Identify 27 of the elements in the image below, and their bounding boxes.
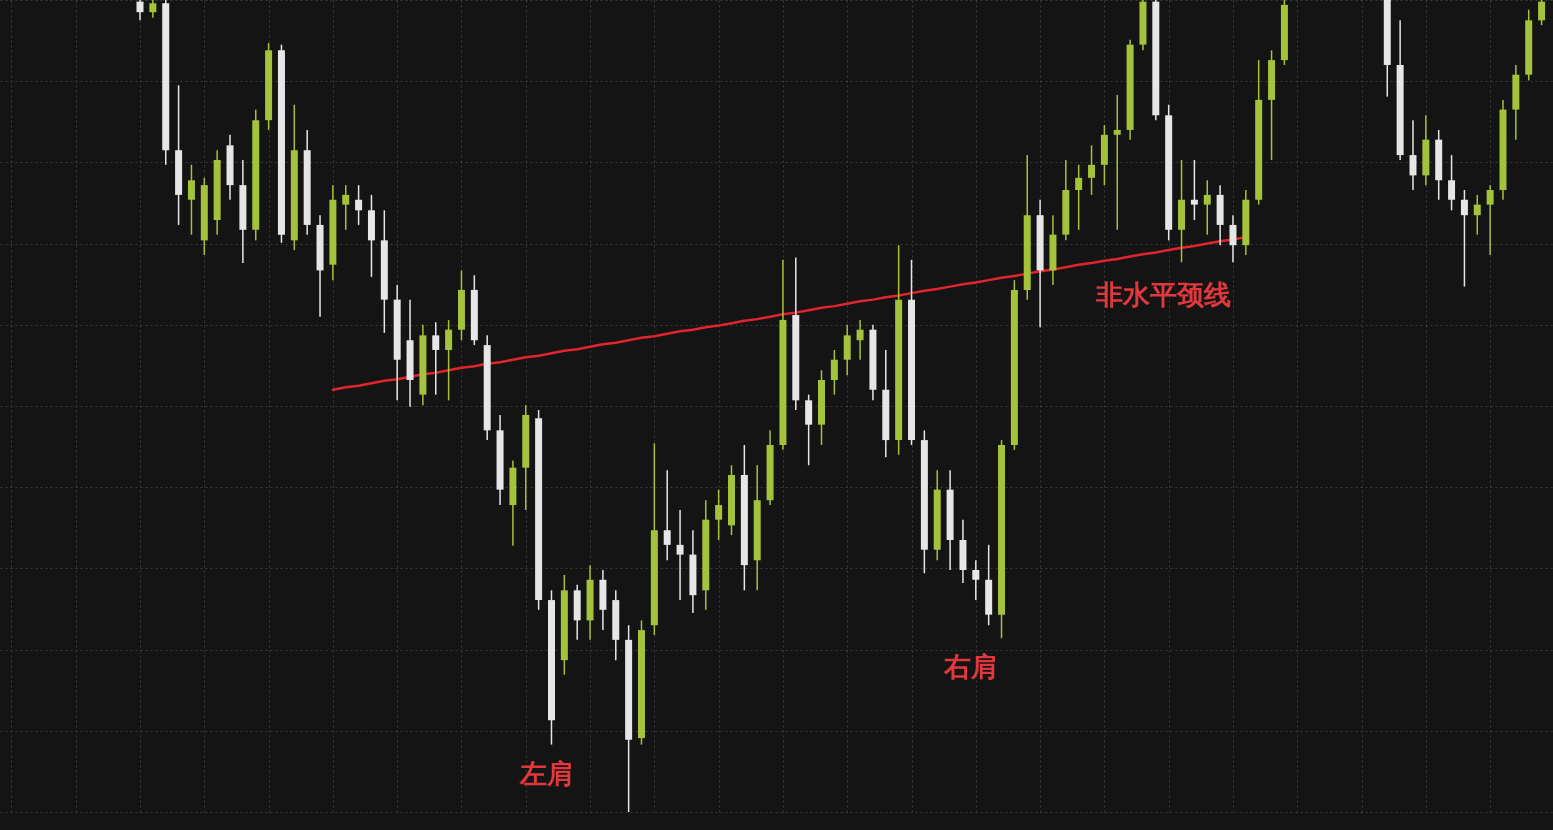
annotation: 右肩 xyxy=(942,651,998,683)
candlestick xyxy=(1088,144,1096,196)
candlestick xyxy=(1448,154,1456,212)
candlestick xyxy=(1460,189,1468,288)
candlestick xyxy=(342,184,350,231)
candlestick xyxy=(1075,164,1083,231)
annotation: 左肩 xyxy=(518,757,574,789)
candlestick xyxy=(715,488,723,541)
candlestick xyxy=(187,164,195,236)
candlestick xyxy=(1229,214,1237,264)
candlestick xyxy=(445,319,453,402)
candlestick xyxy=(830,349,838,396)
candlestick xyxy=(1113,94,1121,231)
candlestick xyxy=(136,0,144,22)
candlestick xyxy=(856,319,864,361)
candlestick xyxy=(1486,184,1494,256)
candlestick xyxy=(1538,0,1546,26)
candlestick xyxy=(432,321,440,396)
annotation: 非水平颈线 xyxy=(1094,279,1231,311)
candlestick xyxy=(972,559,980,601)
candlestick xyxy=(355,184,363,226)
candlestick xyxy=(1409,119,1417,191)
candlestick xyxy=(1473,194,1481,236)
candlestick xyxy=(1203,179,1211,236)
candlestick xyxy=(676,509,684,601)
candlestick xyxy=(663,469,671,562)
candlestick xyxy=(1190,159,1198,221)
